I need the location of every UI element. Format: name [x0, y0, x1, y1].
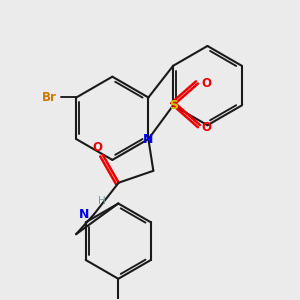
Text: S: S	[169, 99, 178, 112]
Text: N: N	[143, 133, 154, 146]
Text: N: N	[79, 208, 89, 221]
Text: H: H	[98, 196, 106, 206]
Text: O: O	[93, 140, 103, 154]
Text: O: O	[202, 121, 212, 134]
Text: Br: Br	[42, 91, 56, 104]
Text: O: O	[202, 77, 212, 90]
